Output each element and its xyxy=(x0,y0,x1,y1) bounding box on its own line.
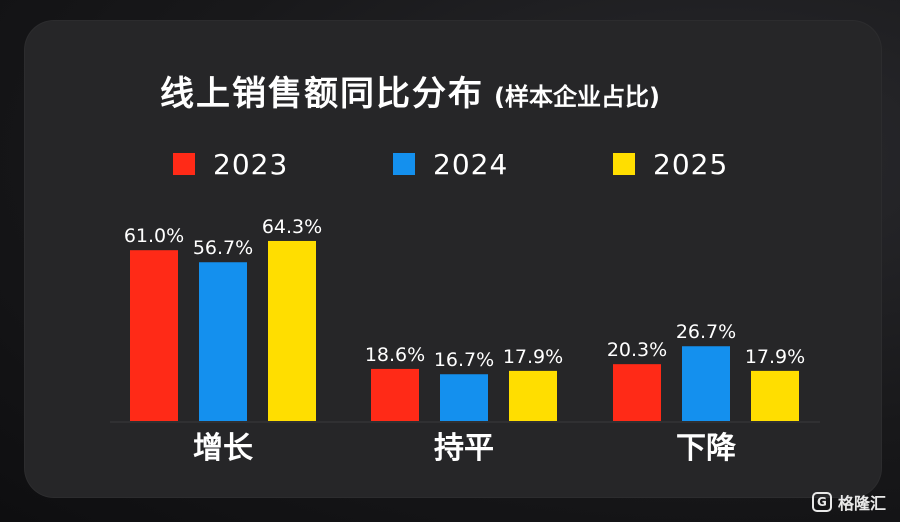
bar-2024-1 xyxy=(440,374,488,421)
legend-item-2025: 2025 xyxy=(613,144,728,184)
legend-item-2024: 2024 xyxy=(393,144,508,184)
bar-2025-0 xyxy=(268,240,316,421)
legend-swatch-2023 xyxy=(173,153,195,175)
data-label-2023-0: 61.0% xyxy=(124,225,184,247)
chart-title: 线上销售额同比分布 xyxy=(160,74,484,114)
bar-2023-0 xyxy=(130,250,178,421)
legend-swatch-2025 xyxy=(613,153,635,175)
legend-swatch-2024 xyxy=(393,153,415,175)
watermark: G 格隆汇 xyxy=(811,490,886,514)
bar-2024-0 xyxy=(199,262,247,421)
data-label-2023-2: 20.3% xyxy=(607,339,667,361)
data-label-2023-1: 18.6% xyxy=(365,344,425,366)
data-label-2025-1: 17.9% xyxy=(503,346,563,368)
bar-2025-1 xyxy=(509,370,557,421)
data-label-2025-0: 64.3% xyxy=(262,216,322,238)
legend-label-2024: 2024 xyxy=(433,147,509,181)
watermark-logo-icon: G xyxy=(811,492,832,512)
legend: 2023 2024 2025 xyxy=(0,144,900,184)
bar-2025-2 xyxy=(751,370,799,421)
category-label-1: 持平 xyxy=(434,431,494,466)
bar-2024-2 xyxy=(682,346,730,421)
data-label-2024-2: 26.7% xyxy=(676,321,736,343)
category-label-0: 增长 xyxy=(193,431,253,466)
watermark-text: 格隆汇 xyxy=(837,494,886,513)
category-label-2: 下降 xyxy=(676,431,737,466)
data-label-2024-1: 16.7% xyxy=(434,349,494,371)
chart-subtitle: (样本企业占比) xyxy=(494,83,660,111)
bar-2023-1 xyxy=(371,368,419,421)
legend-label-2025: 2025 xyxy=(653,147,729,181)
data-label-2025-2: 17.9% xyxy=(745,346,805,368)
data-label-2024-0: 56.7% xyxy=(193,237,253,259)
bar-2023-2 xyxy=(613,364,661,421)
legend-label-2023: 2023 xyxy=(213,147,289,181)
legend-item-2023: 2023 xyxy=(173,144,288,184)
chart-title-row: 线上销售额同比分布 (样本企业占比) xyxy=(160,66,660,115)
